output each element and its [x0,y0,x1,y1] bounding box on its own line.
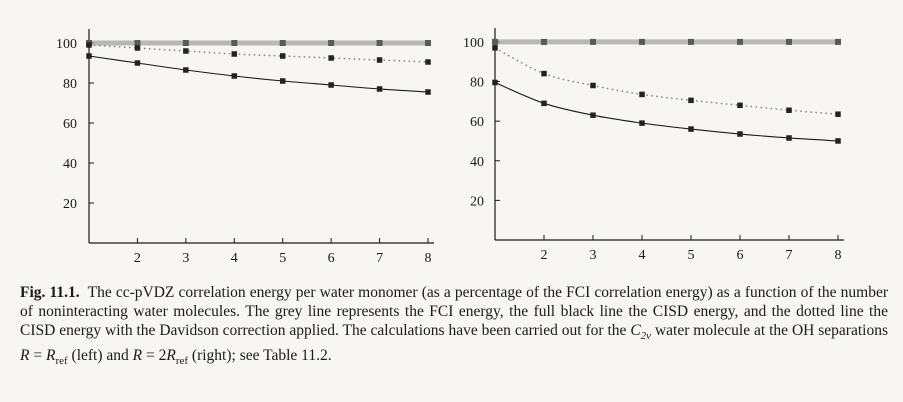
chart-right-series-fci-point [541,38,547,45]
caption-text-2: water molecule at the OH separations [651,322,888,339]
chart-right-series-cisd-point [835,138,841,144]
chart-right-series-cisd-point [541,100,547,107]
chart-right-series-davidson-point [835,111,841,117]
chart-left-x-tick-label: 3 [182,251,189,266]
chart-left-series-davidson-point [231,51,238,57]
caption-ref-subscript-2: ref [175,355,189,368]
chart-left-y-tick-label: 20 [63,197,77,212]
chart-left-series-fci-point [328,40,335,46]
chart-left-series-cisd-point [328,82,334,88]
chart-left-x-tick-label: 8 [425,251,432,266]
chart-right-x-tick-label: 2 [541,248,548,263]
chart-left-x-tick-label: 6 [328,251,335,266]
chart-right-series-cisd-point [492,79,498,86]
chart-right-series-davidson-point [492,45,498,51]
caption-ref-subscript-1: ref [55,355,68,368]
chart-left-series-fci-point [182,40,189,46]
chart-right: 100 80 60 40 20 2 3 4 5 6 7 8 [463,28,844,263]
chart-left-y-tick-label: 60 [63,117,77,132]
caption-molecule-subscript: 2v [640,330,652,343]
caption-molecule-symbol: C [630,322,641,339]
chart-left-series-fci-point [425,40,431,46]
chart-right-series-davidson-line [494,47,839,115]
chart-left-series-davidson-point [86,42,92,48]
chart-left-x-tick-label: 2 [134,251,141,266]
chart-right-series-fci-point [639,38,645,45]
caption-text-1: The cc-pVDZ correlation energy per water… [20,284,888,339]
chart-right-series-cisd-point [786,135,792,141]
figure-caption: Fig. 11.1. The cc-pVDZ correlation energy… [20,283,888,371]
chart-right-series-fci-point [590,38,596,45]
chart-left-y-tick-label: 80 [63,77,77,92]
chart-left-series-davidson-point [134,45,141,51]
chart-left-series-davidson-point [376,57,383,63]
chart-right-series-cisd-point [737,131,743,137]
chart-right-series-davidson-point [737,102,743,109]
chart-right-y-tick-label: 60 [470,115,484,130]
chart-left-series-fci-point [279,40,286,46]
caption-r-symbol-3: R [132,347,143,365]
chart-left-x-tick-label: 7 [376,251,383,266]
chart-left-series-davidson-point [328,55,334,61]
chart-right-series-davidson-point [639,91,645,98]
chart-left-y-tick-label: 100 [56,37,77,52]
chart-left: 100 80 60 40 20 2 3 4 5 6 7 8 [56,29,434,266]
caption-r-symbol-4: R [166,347,176,365]
chart-right-series-davidson-point [541,70,547,77]
caption-text-3: (left) and [67,347,133,365]
chart-right-series-cisd-point [590,112,596,118]
chart-left-series-cisd-point [134,60,141,66]
chart-right-series-fci-point [835,38,841,45]
chart-right-y-tick-label: 20 [470,194,484,209]
chart-right-x-tick-label: 5 [688,248,695,263]
chart-right-y-tick-label: 100 [463,36,484,51]
chart-left-series-davidson-point [183,48,189,54]
chart-right-x-tick-label: 6 [737,248,744,263]
chart-left-x-tick-label: 5 [279,251,286,266]
chart-left-y-tick-label: 40 [63,157,77,172]
chart-left-series-fci-point [231,40,238,46]
chart-right-series-fci-point [786,38,792,45]
chart-right-y-tick-label: 80 [470,76,484,91]
chart-left-series-cisd-point [231,73,238,79]
chart-left-series-davidson-point [425,59,431,65]
chart-left-series-cisd-line [88,55,429,93]
chart-right-x-tick-label: 4 [639,248,646,263]
chart-right-x-tick-label: 7 [786,248,793,263]
chart-right-series-fci-point [688,38,694,45]
chart-left-series-cisd-point [183,67,189,73]
chart-right-series-davidson-point [688,97,694,104]
chart-right-series-davidson-point [786,107,792,113]
chart-left-series-cisd-point [279,78,286,84]
caption-equals-1: = [29,347,46,365]
chart-right-y-tick-label: 40 [470,155,484,170]
caption-r-symbol-1: R [20,347,30,365]
chart-right-series-fci-point [492,38,498,45]
caption-label: Fig. 11.1. [20,284,80,301]
chart-left-series-cisd-point [425,89,431,95]
chart-right-series-fci-point [737,38,743,45]
caption-text-4: (right); see Table 11.2. [188,347,332,365]
chart-right-series-cisd-line [494,82,839,142]
caption-r-symbol-2: R [45,347,56,365]
chart-left-series-cisd-point [86,53,92,59]
caption-equals-2: = 2 [142,347,167,365]
chart-right-x-tick-label: 3 [590,248,597,263]
chart-right-series-cisd-point [688,126,694,132]
chart-left-series-fci-point [376,40,383,46]
chart-right-series-davidson-point [590,82,596,89]
chart-right-series-cisd-point [639,120,645,126]
chart-left-x-tick-label: 4 [231,251,238,266]
chart-right-x-tick-label: 8 [835,248,842,263]
chart-left-series-fci-point [134,40,141,46]
chart-left-series-davidson-point [279,53,286,59]
chart-left-series-cisd-point [376,86,383,92]
